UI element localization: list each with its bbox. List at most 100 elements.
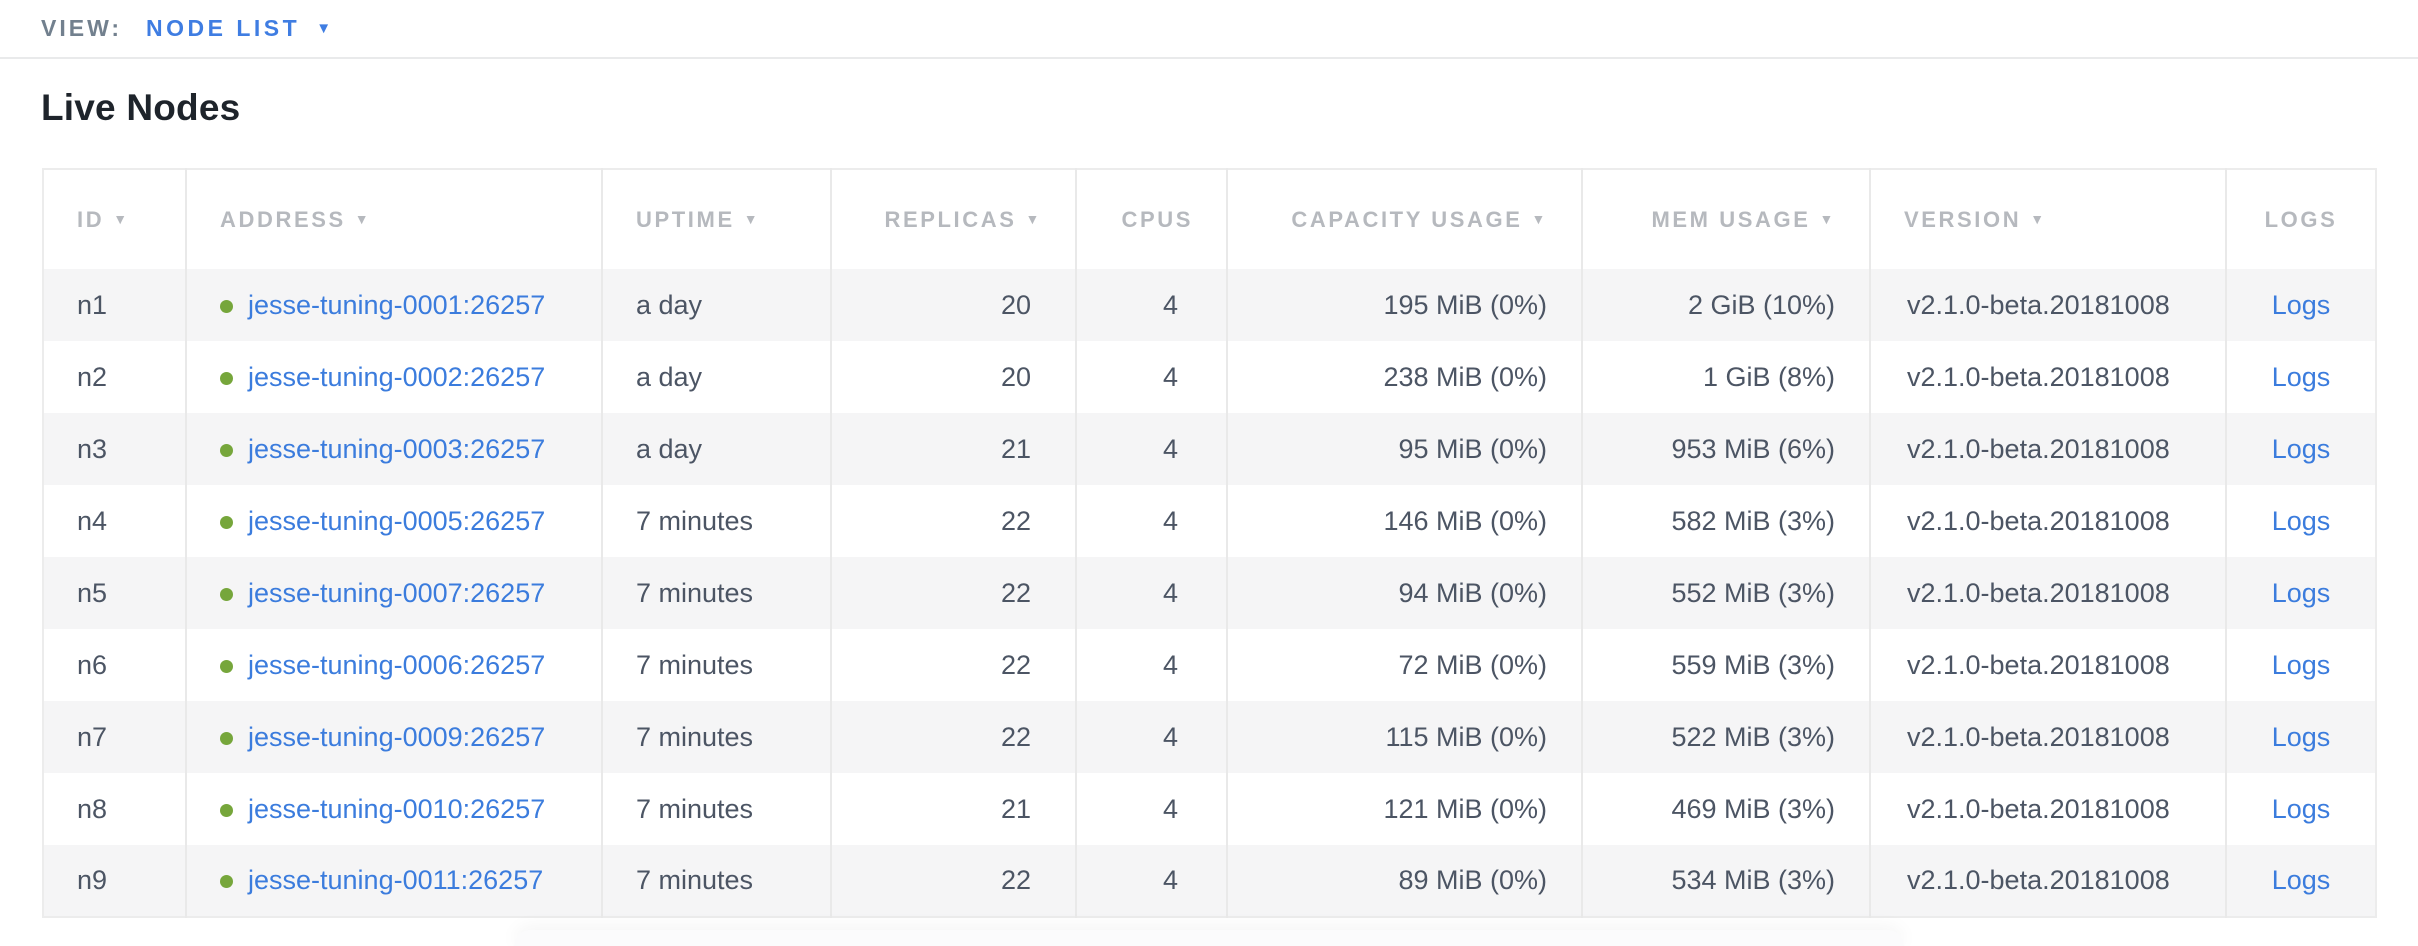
node-cpus-cell: 4: [1075, 773, 1227, 845]
node-uptime-cell: 7 minutes: [601, 701, 831, 773]
logs-link[interactable]: Logs: [2271, 505, 2331, 536]
table-row: n7 jesse-tuning-0009:26257 7 minutes 22 4 115…: [43, 701, 2376, 773]
node-capacity-cell: 146 MiB (0%): [1226, 485, 1582, 557]
logs-cell: Logs: [2225, 773, 2376, 845]
table-header-row: ID ▼ ADDRESS ▼ UPTIME ▼ REPLICAS ▼ CPUS CAPACITY …: [43, 169, 2376, 269]
node-capacity-cell: 115 MiB (0%): [1226, 701, 1582, 773]
sort-desc-icon: ▼: [2030, 210, 2047, 227]
node-address-link[interactable]: jesse-tuning-0001:26257: [248, 289, 546, 320]
node-capacity-cell: 195 MiB (0%): [1226, 269, 1582, 341]
logs-link[interactable]: Logs: [2271, 361, 2331, 392]
node-mem-cell: 559 MiB (3%): [1581, 629, 1870, 701]
table-row: n4 jesse-tuning-0005:26257 7 minutes 22 4 146…: [43, 485, 2376, 557]
live-status-dot-icon: [220, 659, 233, 673]
node-address-link[interactable]: jesse-tuning-0011:26257: [248, 865, 544, 895]
col-header-label: REPLICAS: [884, 206, 1017, 232]
live-status-dot-icon: [220, 803, 233, 817]
node-cpus-cell: 4: [1075, 269, 1227, 341]
logs-link[interactable]: Logs: [2271, 433, 2331, 464]
node-version-cell: v2.1.0-beta.20181008: [1869, 413, 2226, 485]
node-mem-cell: 2 GiB (10%): [1581, 269, 1870, 341]
logs-link[interactable]: Logs: [2271, 721, 2331, 752]
live-status-dot-icon: [220, 371, 233, 385]
logs-cell: Logs: [2225, 485, 2376, 557]
logs-link[interactable]: Logs: [2271, 289, 2331, 320]
node-capacity-cell: 95 MiB (0%): [1226, 413, 1582, 485]
col-header-uptime[interactable]: UPTIME ▼: [601, 169, 831, 269]
logs-cell: Logs: [2225, 845, 2376, 917]
col-header-replicas[interactable]: REPLICAS ▼: [830, 169, 1076, 269]
node-version-cell: v2.1.0-beta.20181008: [1869, 269, 2226, 341]
sort-desc-icon: ▼: [1531, 210, 1548, 227]
col-header-id[interactable]: ID ▼: [43, 169, 186, 269]
next-section-edge: [514, 930, 1904, 946]
node-address-link[interactable]: jesse-tuning-0003:26257: [248, 433, 546, 464]
col-header-address[interactable]: ADDRESS ▼: [185, 169, 602, 269]
node-address-cell: jesse-tuning-0010:26257: [185, 773, 602, 845]
node-address-cell: jesse-tuning-0011:26257: [185, 845, 602, 917]
node-uptime-cell: 7 minutes: [601, 773, 831, 845]
node-version-cell: v2.1.0-beta.20181008: [1869, 341, 2226, 413]
sort-desc-icon: ▼: [1025, 210, 1042, 227]
live-status-dot-icon: [220, 731, 233, 745]
node-replicas-cell: 21: [830, 413, 1076, 485]
node-capacity-cell: 238 MiB (0%): [1226, 341, 1582, 413]
node-cpus-cell: 4: [1075, 845, 1227, 917]
node-version-cell: v2.1.0-beta.20181008: [1869, 701, 2226, 773]
node-version-cell: v2.1.0-beta.20181008: [1869, 557, 2226, 629]
node-mem-cell: 953 MiB (6%): [1581, 413, 1870, 485]
node-address-cell: jesse-tuning-0007:26257: [185, 557, 602, 629]
node-replicas-cell: 20: [830, 341, 1076, 413]
node-uptime-cell: 7 minutes: [601, 629, 831, 701]
col-header-version[interactable]: VERSION ▼: [1869, 169, 2226, 269]
node-replicas-cell: 22: [830, 845, 1076, 917]
node-address-link[interactable]: jesse-tuning-0002:26257: [248, 361, 546, 392]
node-cpus-cell: 4: [1075, 557, 1227, 629]
node-capacity-cell: 121 MiB (0%): [1226, 773, 1582, 845]
sort-desc-icon: ▼: [743, 210, 761, 227]
node-replicas-cell: 21: [830, 773, 1076, 845]
logs-link[interactable]: Logs: [2271, 577, 2331, 608]
node-id-cell: n8: [77, 793, 108, 824]
col-header-capacity[interactable]: CAPACITY USAGE ▼: [1226, 169, 1582, 269]
live-status-dot-icon: [220, 587, 233, 601]
node-cpus-cell: 4: [1075, 629, 1227, 701]
node-address-cell: jesse-tuning-0001:26257: [185, 269, 602, 341]
logs-cell: Logs: [2225, 629, 2376, 701]
node-cpus-cell: 4: [1075, 485, 1227, 557]
sort-desc-icon: ▼: [354, 210, 372, 227]
col-header-label: MEM USAGE: [1651, 206, 1811, 232]
table-row: n8 jesse-tuning-0010:26257 7 minutes 21 4 121…: [43, 773, 2376, 845]
logs-link[interactable]: Logs: [2271, 865, 2331, 895]
node-capacity-cell: 94 MiB (0%): [1226, 557, 1582, 629]
node-mem-cell: 469 MiB (3%): [1581, 773, 1870, 845]
logs-cell: Logs: [2225, 701, 2376, 773]
live-status-dot-icon: [220, 875, 233, 888]
col-header-label: CPUS: [1121, 206, 1193, 232]
node-address-link[interactable]: jesse-tuning-0007:26257: [248, 577, 546, 608]
logs-link[interactable]: Logs: [2271, 793, 2331, 824]
node-address-link[interactable]: jesse-tuning-0005:26257: [248, 505, 546, 536]
node-uptime-cell: a day: [601, 413, 831, 485]
node-address-link[interactable]: jesse-tuning-0009:26257: [248, 721, 546, 752]
node-id-cell: n2: [77, 361, 108, 392]
view-selector-dropdown[interactable]: NODE LIST ▼: [146, 15, 331, 42]
chevron-down-icon: ▼: [316, 20, 332, 37]
live-status-dot-icon: [220, 299, 233, 313]
node-address-link[interactable]: jesse-tuning-0010:26257: [248, 793, 546, 824]
col-header-label: ID: [77, 206, 105, 232]
node-address-cell: jesse-tuning-0005:26257: [185, 485, 602, 557]
node-mem-cell: 522 MiB (3%): [1581, 701, 1870, 773]
col-header-logs: LOGS: [2225, 169, 2376, 269]
logs-link[interactable]: Logs: [2271, 649, 2331, 680]
live-status-dot-icon: [220, 515, 233, 529]
node-uptime-cell: a day: [601, 341, 831, 413]
sort-desc-icon: ▼: [1819, 210, 1836, 227]
node-version-cell: v2.1.0-beta.20181008: [1869, 629, 2226, 701]
node-uptime-cell: 7 minutes: [601, 557, 831, 629]
logs-cell: Logs: [2225, 557, 2376, 629]
live-status-dot-icon: [220, 443, 233, 457]
node-address-link[interactable]: jesse-tuning-0006:26257: [248, 649, 546, 680]
col-header-label: LOGS: [2264, 206, 2338, 232]
col-header-mem[interactable]: MEM USAGE ▼: [1581, 169, 1870, 269]
